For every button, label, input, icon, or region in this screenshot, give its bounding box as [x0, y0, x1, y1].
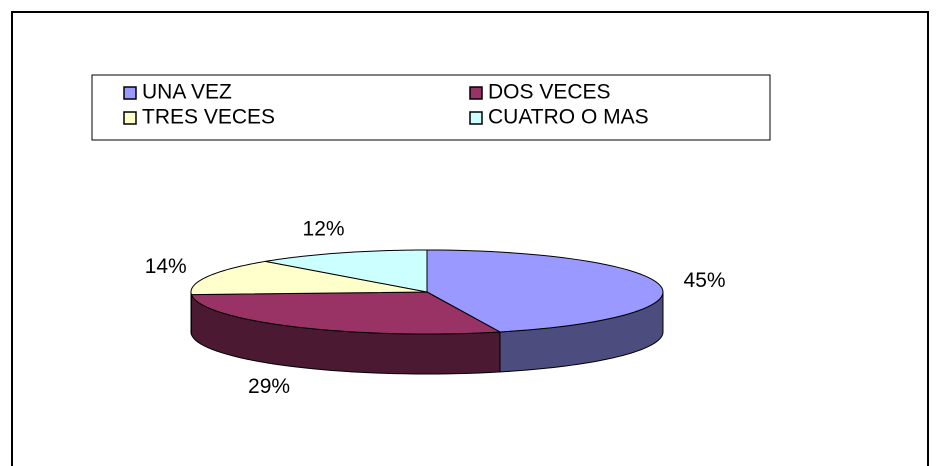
data-label: 12% — [303, 217, 345, 240]
legend-swatch — [123, 86, 137, 100]
legend-box — [91, 74, 771, 141]
legend-swatch — [469, 111, 483, 125]
legend-swatch — [469, 86, 483, 100]
data-label: 29% — [248, 375, 290, 398]
legend-label: UNA VEZ — [142, 81, 232, 104]
slice — [190, 291, 502, 335]
data-label: 45% — [684, 269, 726, 292]
slice — [426, 249, 664, 333]
legend-label: TRES VECES — [142, 106, 275, 129]
legend-swatch — [123, 111, 137, 125]
legend-label: DOS VECES — [488, 81, 611, 104]
slice — [265, 249, 428, 293]
slice — [190, 260, 428, 296]
data-label: 14% — [145, 255, 187, 278]
legend-label: CUATRO O MAS — [488, 106, 649, 129]
